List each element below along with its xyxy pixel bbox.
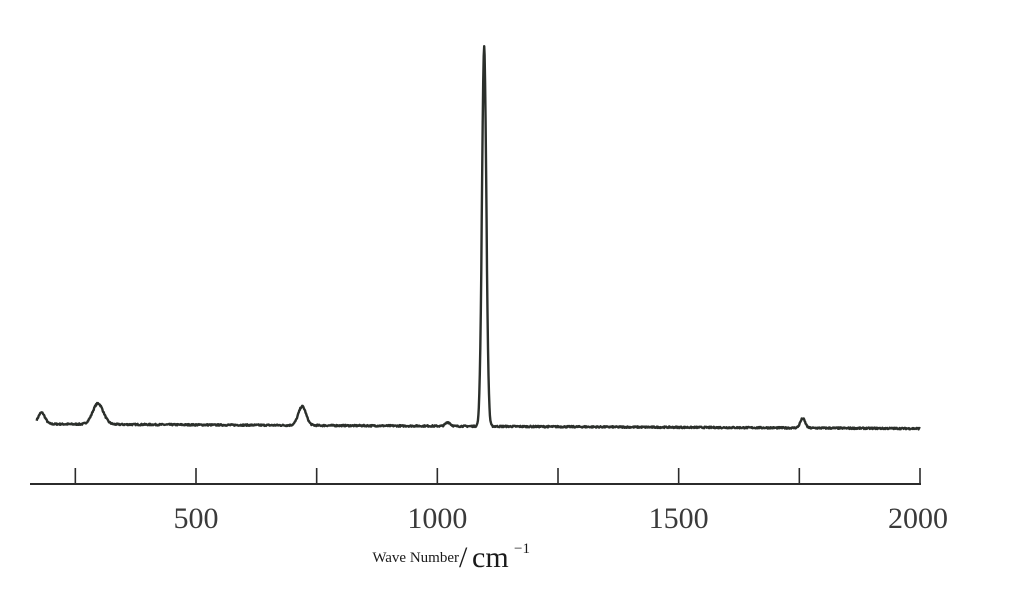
x-axis-label: Wave Number / cm −1: [372, 541, 530, 574]
x-tick-label: 2000: [888, 502, 948, 535]
x-axis-label-text: Wave Number: [372, 550, 459, 566]
spectrum-line: [35, 45, 921, 431]
x-tick-label: 500: [174, 502, 219, 535]
x-tick-label: 1500: [649, 502, 709, 535]
x-axis-label-exponent: −1: [514, 541, 530, 557]
x-axis-label-slash: /: [459, 541, 468, 574]
x-tick-label: 1000: [407, 502, 467, 535]
x-axis-label-unit: cm: [472, 541, 509, 574]
spectrum-series: [35, 45, 921, 431]
x-axis: 500 1000 1500 2000: [30, 468, 948, 535]
